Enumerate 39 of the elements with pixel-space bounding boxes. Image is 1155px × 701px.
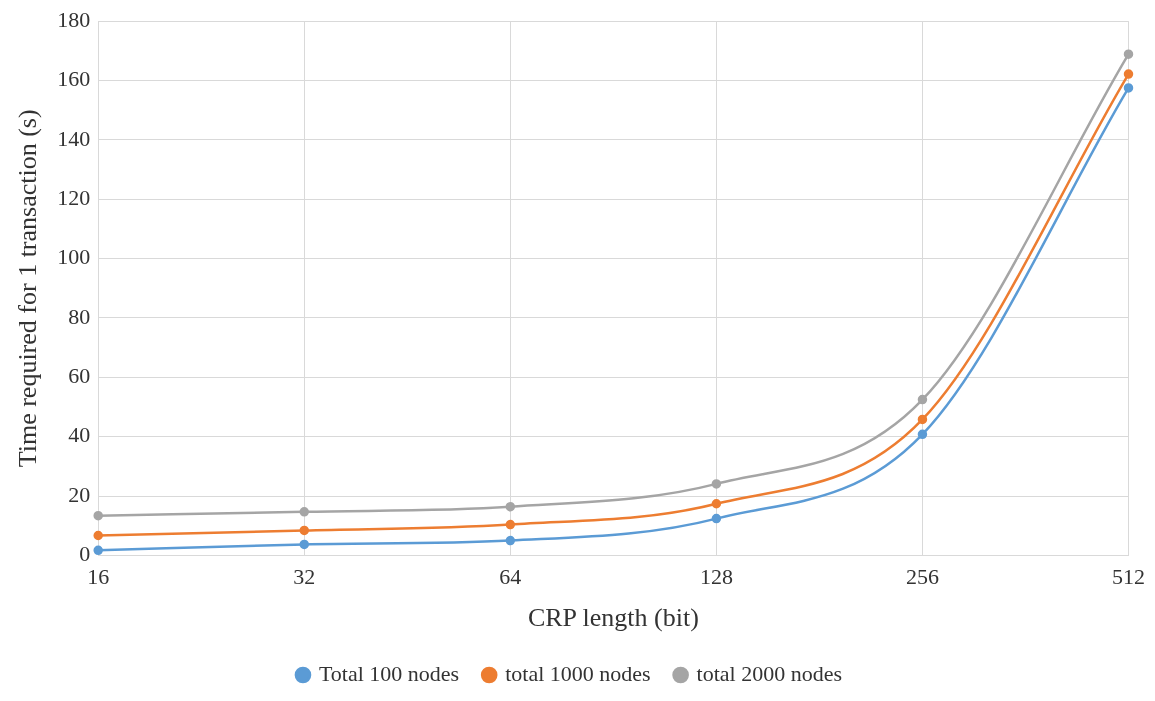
y-tick-label: 80	[68, 303, 91, 329]
x-tick-label: 32	[293, 564, 316, 590]
point	[93, 530, 103, 541]
point	[917, 414, 928, 425]
legend-label: total 1000 nodes	[505, 660, 651, 686]
y-axis-title: Time required for 1 transaction (s)	[13, 109, 43, 468]
y-tick-label: 120	[57, 185, 91, 211]
y-tick-label: 100	[57, 244, 91, 270]
y-tick-label: 20	[68, 481, 91, 507]
point	[1123, 69, 1134, 79]
x-axis-title: CRP length (bit)	[527, 603, 699, 633]
y-tick-label: 60	[68, 363, 91, 389]
x-tick-label: 512	[1112, 564, 1145, 590]
x-tick-label: 16	[87, 564, 110, 590]
point	[917, 429, 928, 440]
y-tick-label: 180	[57, 6, 91, 32]
point	[1123, 83, 1134, 93]
point	[1123, 49, 1134, 59]
y-tick-label: 40	[68, 422, 91, 448]
point	[299, 539, 310, 550]
y-tick-label: 0	[79, 541, 91, 567]
point	[505, 501, 516, 512]
point	[93, 545, 103, 556]
point	[299, 507, 310, 517]
point	[505, 535, 516, 546]
point	[505, 519, 516, 530]
point	[917, 394, 928, 405]
point	[711, 499, 722, 509]
y-tick-label: 140	[57, 125, 91, 151]
y-tick-label: 160	[57, 66, 91, 92]
point	[711, 479, 722, 489]
point	[299, 525, 310, 536]
legend-label: Total 100 nodes	[318, 660, 460, 686]
point	[711, 513, 722, 524]
legend-label: total 2000 nodes	[696, 660, 843, 686]
x-tick-label: 64	[499, 564, 522, 590]
x-tick-label: 128	[699, 564, 733, 590]
point	[93, 510, 103, 521]
x-tick-label: 256	[905, 564, 939, 590]
